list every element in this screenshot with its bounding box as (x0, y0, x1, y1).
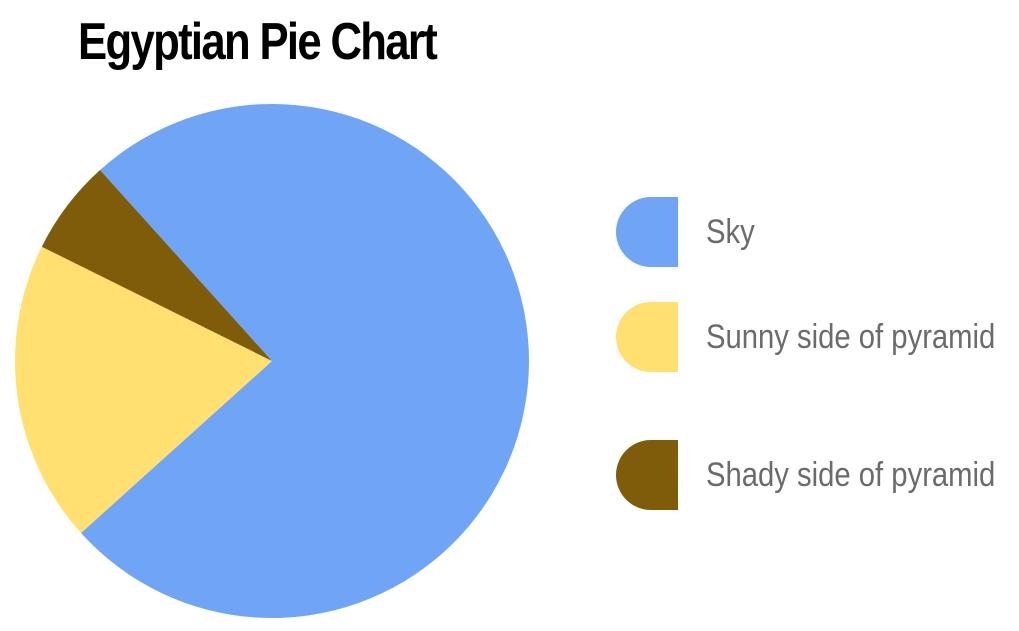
chart-title: Egyptian Pie Chart (78, 13, 438, 71)
pie-slice-sunny-side (14, 246, 273, 533)
pie-slice-shady-side (41, 170, 272, 361)
pie-slice-sky (81, 103, 529, 618)
